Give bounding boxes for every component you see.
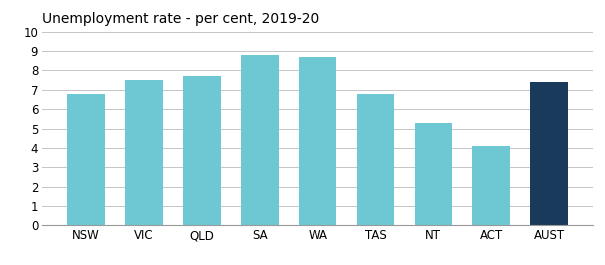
Bar <box>299 57 336 225</box>
Bar <box>125 80 163 225</box>
Bar <box>414 123 452 225</box>
Bar <box>183 76 221 225</box>
Text: Unemployment rate - per cent, 2019-20: Unemployment rate - per cent, 2019-20 <box>42 12 319 26</box>
Bar <box>530 82 568 225</box>
Bar <box>67 94 105 225</box>
Bar <box>473 146 510 225</box>
Bar <box>241 55 278 225</box>
Bar <box>357 94 394 225</box>
